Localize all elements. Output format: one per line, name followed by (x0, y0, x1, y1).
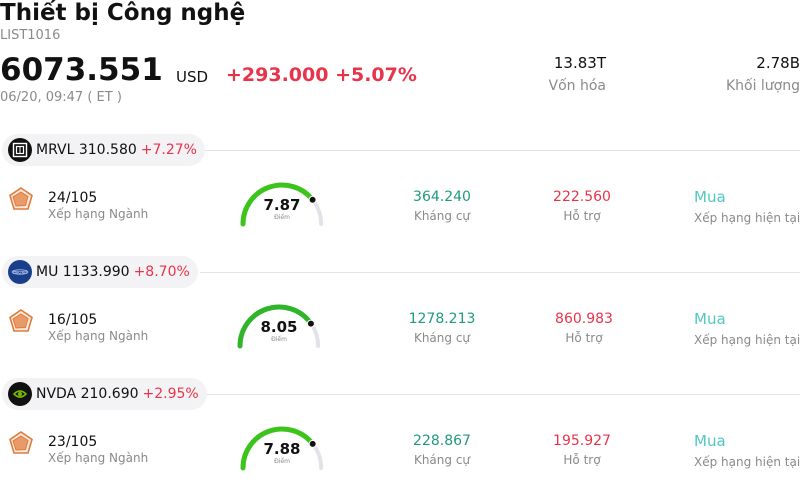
industry-rank-label: Xếp hạng Ngành (48, 451, 149, 465)
support-label: Hỗ trợ (563, 209, 601, 223)
support: 222.560 Hỗ trợ (522, 189, 642, 223)
stock-change: +2.95% (142, 386, 199, 402)
resistance: 228.867 Kháng cự (382, 433, 502, 467)
page-title: Thiết bị Công nghệ (0, 0, 246, 26)
micron-logo-icon: micron (8, 260, 32, 284)
score-value: 7.88 (263, 440, 301, 458)
score-value: 7.87 (263, 196, 301, 214)
section-divider (200, 272, 800, 273)
industry-rank-label: Xếp hạng Ngành (48, 207, 149, 221)
index-price: 6073.551 (0, 52, 163, 88)
gauge-marker (308, 195, 317, 204)
nvidia-logo-icon (8, 382, 32, 406)
marvell-logo-icon (8, 138, 32, 162)
score-label: Điểm (271, 336, 287, 343)
resistance-label: Kháng cự (413, 209, 471, 223)
rating-label: Xếp hạng hiện tại (694, 211, 800, 225)
resistance-value: 364.240 (413, 189, 471, 205)
volume-label: Khối lượng (725, 78, 800, 94)
industry-rank-value: 16/105 (48, 312, 98, 328)
current-rating: Mua Xếp hạng hiện tại (694, 432, 800, 469)
rank-pentagon-icon (9, 431, 33, 454)
rating-value: Mua (694, 310, 726, 328)
score-gauge: 8.05 Điểm (231, 296, 327, 352)
support-value: 222.560 (553, 189, 611, 205)
stock-change: +8.70% (133, 264, 190, 280)
gauge-fill (240, 182, 316, 227)
stock-change: +7.27% (140, 142, 197, 158)
gauge-marker (306, 319, 315, 328)
gauge-fill (237, 304, 314, 349)
resistance-value: 228.867 (413, 433, 471, 449)
score-label: Điểm (274, 214, 290, 221)
section-divider (200, 394, 800, 395)
score-gauge: 7.88 Điểm (234, 418, 330, 474)
resistance: 364.240 Kháng cự (382, 189, 502, 223)
current-rating: Mua Xếp hạng hiện tại (694, 188, 800, 225)
stock-ticker-price: NVDA 210.690 (36, 386, 139, 402)
score-gauge: 7.87 Điểm (234, 174, 330, 230)
section-divider (200, 150, 800, 151)
rating-value: Mua (694, 188, 726, 206)
rank-pentagon-icon (9, 309, 33, 332)
stock-section-nvda: NVDA 210.690 +2.95% 23/105 Xếp hạng Ngàn… (0, 378, 800, 488)
timestamp: 06/20, 09:47 ( ET ) (0, 90, 122, 105)
gauge-marker (308, 439, 317, 448)
industry-rank-label: Xếp hạng Ngành (48, 329, 149, 343)
currency-label: USD (176, 68, 209, 86)
rating-value: Mua (694, 432, 726, 450)
stock-pill[interactable]: micron MU 1133.990 +8.70% (2, 256, 198, 288)
market-cap-label: Vốn hóa (548, 78, 606, 94)
volume-value: 2.78B (756, 54, 800, 72)
volume-stat: 2.78B Khối lượng (660, 54, 800, 94)
index-change: +293.000 +5.07% (226, 64, 417, 86)
resistance: 1278.213 Kháng cự (382, 311, 502, 345)
stock-pill[interactable]: NVDA 210.690 +2.95% (2, 378, 207, 410)
support: 195.927 Hỗ trợ (522, 433, 642, 467)
rating-label: Xếp hạng hiện tại (694, 455, 800, 469)
resistance-label: Kháng cự (413, 453, 471, 467)
rank-pentagon-icon (9, 187, 33, 210)
market-cap-value: 13.83T (553, 54, 606, 72)
resistance-label: Kháng cự (413, 331, 471, 345)
stock-section-mu: micron MU 1133.990 +8.70% 16/105 Xếp hạn… (0, 256, 800, 378)
market-cap-stat: 13.83T Vốn hóa (466, 54, 606, 94)
stock-ticker-price: MU 1133.990 (36, 264, 130, 280)
score-value: 8.05 (260, 318, 298, 336)
gauge-fill (240, 426, 316, 471)
support-label: Hỗ trợ (563, 453, 601, 467)
score-label: Điểm (274, 458, 290, 465)
stock-section-mrvl: MRVL 310.580 +7.27% 24/105 Xếp hạng Ngàn… (0, 134, 800, 256)
industry-rank-value: 23/105 (48, 434, 98, 450)
stock-pill[interactable]: MRVL 310.580 +7.27% (2, 134, 205, 166)
resistance-value: 1278.213 (408, 311, 476, 327)
support: 860.983 Hỗ trợ (524, 311, 644, 345)
current-rating: Mua Xếp hạng hiện tại (694, 310, 800, 347)
support-label: Hỗ trợ (565, 331, 603, 345)
list-code: LIST1016 (0, 28, 61, 43)
support-value: 860.983 (555, 311, 613, 327)
svg-text:micron: micron (13, 270, 27, 275)
stock-ticker-price: MRVL 310.580 (36, 142, 137, 158)
rating-label: Xếp hạng hiện tại (694, 333, 800, 347)
industry-rank-value: 24/105 (48, 190, 98, 206)
support-value: 195.927 (553, 433, 611, 449)
